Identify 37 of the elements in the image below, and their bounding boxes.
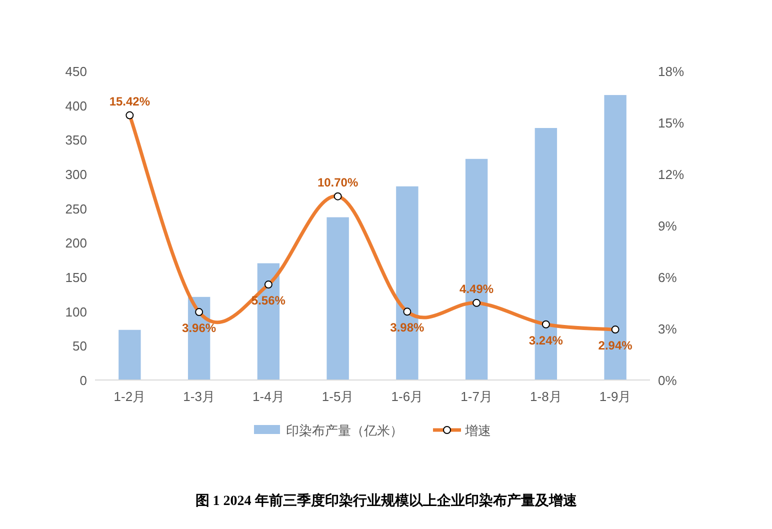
x-tick-label: 1-5月 [322,389,354,404]
x-tick-label: 1-9月 [599,389,632,404]
y-tick-label: 350 [65,132,87,148]
y2-tick-label: 6% [658,270,678,285]
x-tick-label: 1-3月 [183,389,215,404]
x-tick-label: 1-7月 [460,389,492,404]
y-tick-label: 250 [65,201,87,216]
data-label: 15.42% [109,94,150,108]
bar [326,217,349,380]
y-tick-label: 450 [65,64,87,79]
y2-tick-label: 3% [658,322,678,336]
bar [118,330,141,380]
y-tick-label: 300 [65,167,87,182]
legend-label: 印染布产量（亿米） [286,423,403,438]
y-tick-label: 100 [65,304,87,320]
x-tick-label: 1-8月 [530,389,562,404]
x-tick-label: 1-2月 [114,389,146,404]
y-tick-label: 50 [72,338,87,354]
y-tick-label: 150 [65,270,87,285]
data-label: 3.98% [390,320,425,335]
data-label: 4.49% [460,282,494,296]
y2-tick-label: 18% [658,64,684,79]
caption: 图 1 2024 年前三季度印染行业规模以上企业印染布产量及增速 [195,492,578,509]
data-label: 2.94% [598,338,633,353]
y2-tick-label: 15% [658,116,684,130]
data-label: 3.24% [528,333,564,348]
data-label: 3.96% [182,321,216,336]
x-tick-label: 1-4月 [252,389,284,404]
y-tick-label: 200 [65,236,87,251]
y2-tick-label: 12% [658,167,684,182]
legend-label: 增速 [464,423,491,438]
x-tick-label: 1-6月 [391,389,424,404]
y-tick-label: 0 [80,373,87,388]
y-tick-label: 400 [65,98,87,114]
y2-tick-label: 0% [658,373,678,388]
y2-tick-label: 9% [658,218,678,234]
data-label: 10.70% [317,175,358,190]
